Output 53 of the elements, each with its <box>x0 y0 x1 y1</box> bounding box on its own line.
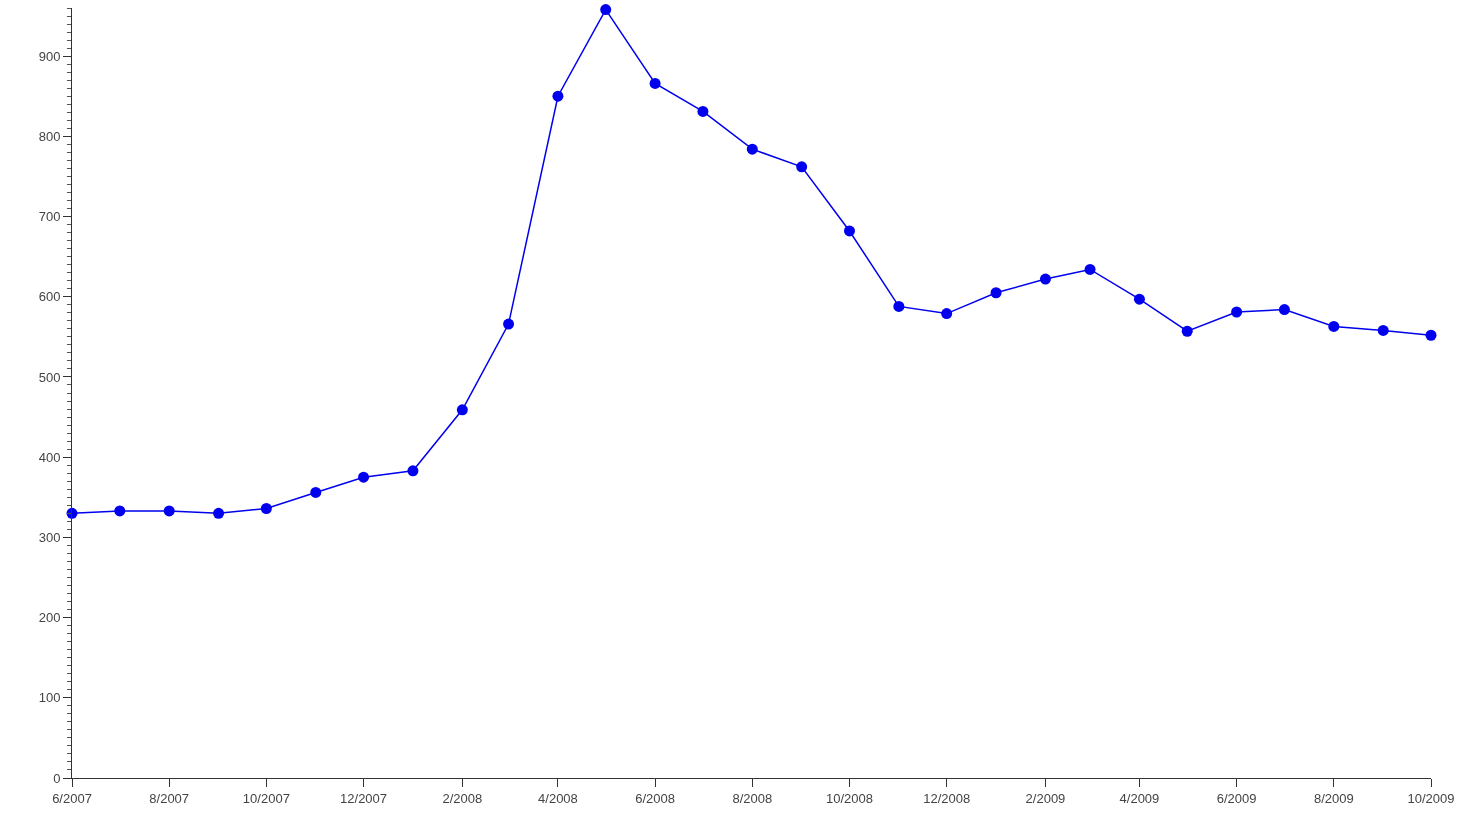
point <box>796 161 808 173</box>
point <box>941 308 953 320</box>
y-tick-label: 100 <box>38 690 61 706</box>
x-tick-label: 4/2009 <box>1119 790 1160 806</box>
point <box>310 486 322 498</box>
y-tick-label: 300 <box>38 529 61 545</box>
point <box>114 505 126 517</box>
point <box>1377 324 1389 336</box>
x-tick-label: 10/2007 <box>242 790 290 806</box>
x-tick-label: 12/2007 <box>340 790 388 806</box>
x-tick-label: 8/2007 <box>149 790 190 806</box>
y-tick-label: 700 <box>38 209 61 225</box>
x-tick-label: 10/2008 <box>825 790 873 806</box>
point <box>456 404 468 416</box>
point <box>697 105 709 117</box>
point <box>1328 320 1340 332</box>
point <box>649 77 661 89</box>
point <box>1039 273 1051 285</box>
x-tick-label: 8/2009 <box>1313 790 1354 806</box>
point <box>1231 306 1243 318</box>
point <box>213 507 225 519</box>
x-tick-label: 6/2008 <box>635 790 675 806</box>
y-tick-label: 500 <box>38 369 61 385</box>
point <box>843 225 855 237</box>
x-tick-label: 2/2008 <box>442 790 483 806</box>
point <box>503 318 515 330</box>
y-tick-label: 900 <box>38 48 61 64</box>
point <box>1425 329 1437 341</box>
x-tick-label: 10/2009 <box>1407 790 1455 806</box>
point <box>746 143 758 155</box>
point <box>552 90 564 102</box>
x-tick-label: 12/2008 <box>923 790 971 806</box>
x-tick-label: 8/2008 <box>732 790 773 806</box>
y-tick-label: 400 <box>38 449 61 465</box>
y-tick-label: 600 <box>38 289 61 305</box>
point <box>1084 263 1096 275</box>
x-tick-label: 2/2009 <box>1025 790 1066 806</box>
point <box>163 505 175 517</box>
point <box>893 300 905 312</box>
point <box>1181 325 1193 337</box>
x-tick-label: 4/2008 <box>538 790 578 806</box>
point <box>600 4 612 16</box>
point <box>358 471 370 483</box>
x-tick-label: 6/2007 <box>52 790 92 806</box>
point <box>407 465 419 477</box>
point <box>990 287 1002 299</box>
y-tick-label: 800 <box>38 128 61 144</box>
y-tick-label: 200 <box>38 610 61 626</box>
y-tick-label: 0 <box>53 770 61 786</box>
point <box>1278 304 1290 316</box>
point <box>1133 293 1145 305</box>
x-tick-label: 6/2009 <box>1216 790 1257 806</box>
point <box>260 503 272 514</box>
